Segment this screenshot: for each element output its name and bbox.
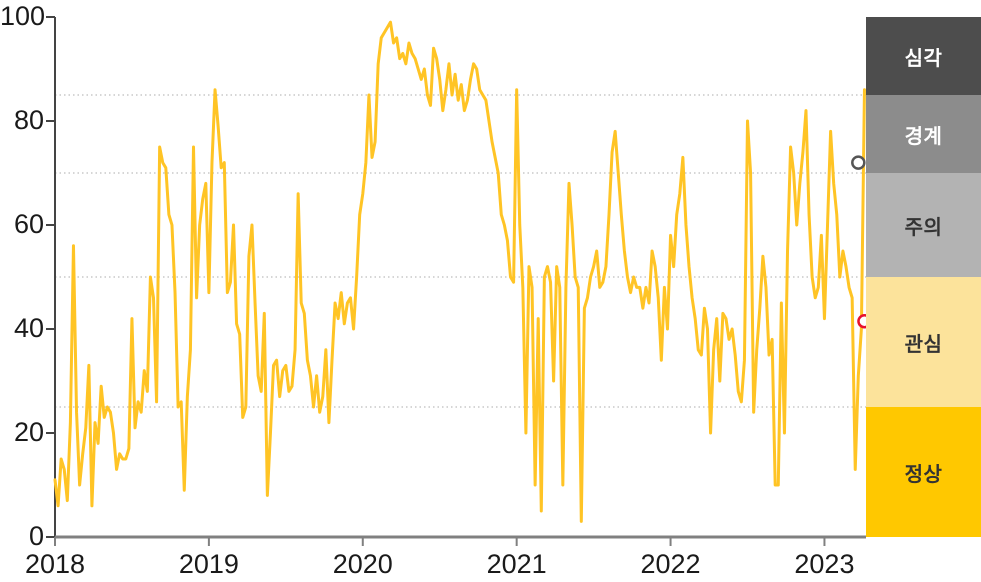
x-axis-tick-2019: 2019 [178, 549, 239, 579]
legend-band-5[interactable]: 정상 [866, 407, 981, 537]
legend-band-label: 주의 [904, 214, 943, 239]
legend-band-1[interactable]: 심각 [866, 17, 981, 95]
axis-lines [46, 16, 866, 546]
x-axis-tick-2022: 2022 [640, 549, 701, 579]
data-series [53, 20, 866, 523]
y-axis-tick-80: 80 [13, 105, 44, 135]
x-axis-tick-2023: 2023 [794, 549, 855, 579]
legend-band-label: 정상 [904, 461, 943, 486]
legend-band-label: 관심 [904, 331, 943, 356]
x-axis-tick-2020: 2020 [332, 549, 393, 579]
legend-band-2[interactable]: 경계 [866, 95, 981, 173]
legend-band-3[interactable]: 주의 [866, 173, 981, 277]
y-axis-tick-0: 0 [28, 521, 44, 551]
y-axis-tick-40: 40 [13, 313, 44, 343]
y-axis-tick-60: 60 [13, 209, 44, 239]
y-axis-tick-100: 100 [0, 1, 46, 31]
x-axis-tick-2021: 2021 [486, 549, 547, 579]
y-axis-tick-20: 20 [13, 417, 44, 447]
gray-marker [851, 155, 866, 170]
legend-band-label: 심각 [904, 45, 943, 70]
legend-band-4[interactable]: 관심 [866, 277, 981, 407]
legend-band-label: 경계 [904, 123, 943, 148]
x-axis-tick-2018: 2018 [24, 549, 86, 579]
